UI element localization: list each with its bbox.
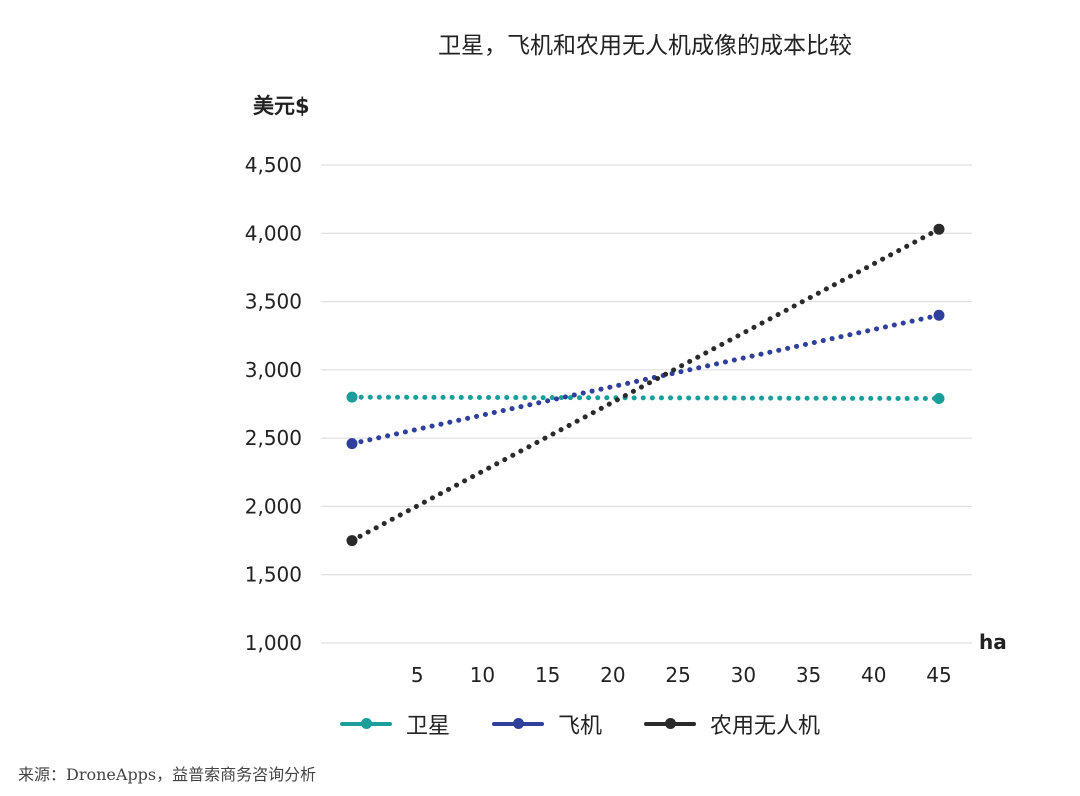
series-line bbox=[349, 394, 942, 402]
gridlines bbox=[321, 164, 972, 644]
chart-title: 卫星，飞机和农用无人机成像的成本比较 bbox=[438, 33, 852, 59]
y-tick-label: 3,500 bbox=[245, 290, 302, 314]
series-飞机 bbox=[346, 309, 945, 450]
y-axis-ticks: 1,000 1,500 2,000 2,500 3,000 3,500 4,000 4,500 bbox=[245, 153, 302, 655]
y-tick-label: 1,000 bbox=[245, 631, 302, 655]
x-tick-label: 15 bbox=[535, 663, 560, 687]
legend-label: 农用无人机 bbox=[710, 714, 821, 739]
y-tick-label: 2,500 bbox=[245, 426, 302, 450]
y-tick-label: 2,000 bbox=[245, 494, 302, 518]
x-tick-label: 40 bbox=[861, 663, 886, 687]
x-axis-label: ha bbox=[979, 630, 1007, 654]
series-line bbox=[349, 226, 942, 544]
legend-swatch bbox=[492, 718, 545, 729]
legend-item: 农用无人机 bbox=[644, 708, 820, 740]
source-note: 来源：DroneApps，益普索商务咨询分析 bbox=[18, 765, 317, 784]
y-axis-label: 美元$ bbox=[253, 94, 310, 118]
series-农用无人机 bbox=[346, 223, 945, 547]
x-tick-label: 30 bbox=[731, 663, 756, 687]
legend: 卫星 飞机 农用无人机 bbox=[340, 708, 820, 740]
legend-item: 飞机 bbox=[492, 708, 602, 740]
x-tick-label: 5 bbox=[411, 663, 424, 687]
data-point bbox=[933, 223, 945, 235]
data-point bbox=[346, 535, 358, 547]
legend-item: 卫星 bbox=[340, 708, 450, 740]
data-point bbox=[346, 438, 358, 450]
x-tick-label: 35 bbox=[796, 663, 821, 687]
data-point bbox=[346, 391, 358, 403]
y-tick-label: 4,500 bbox=[245, 153, 302, 177]
x-tick-label: 20 bbox=[600, 663, 625, 687]
x-tick-label: 10 bbox=[470, 663, 495, 687]
legend-swatch bbox=[644, 718, 697, 729]
legend-label: 飞机 bbox=[558, 714, 603, 739]
legend-label: 卫星 bbox=[406, 714, 451, 739]
x-tick-label: 45 bbox=[926, 663, 951, 687]
legend-swatch bbox=[340, 718, 392, 729]
y-tick-label: 3,000 bbox=[245, 358, 302, 382]
y-tick-label: 1,500 bbox=[245, 563, 302, 587]
data-point bbox=[933, 309, 945, 321]
series-卫星 bbox=[346, 391, 945, 405]
x-axis-ticks: 5 10 15 20 25 30 35 40 45 bbox=[411, 663, 952, 687]
y-tick-label: 4,000 bbox=[245, 221, 302, 245]
data-point bbox=[933, 393, 945, 405]
series-line bbox=[349, 312, 942, 447]
series-layer bbox=[346, 223, 945, 547]
x-tick-label: 25 bbox=[665, 663, 690, 687]
